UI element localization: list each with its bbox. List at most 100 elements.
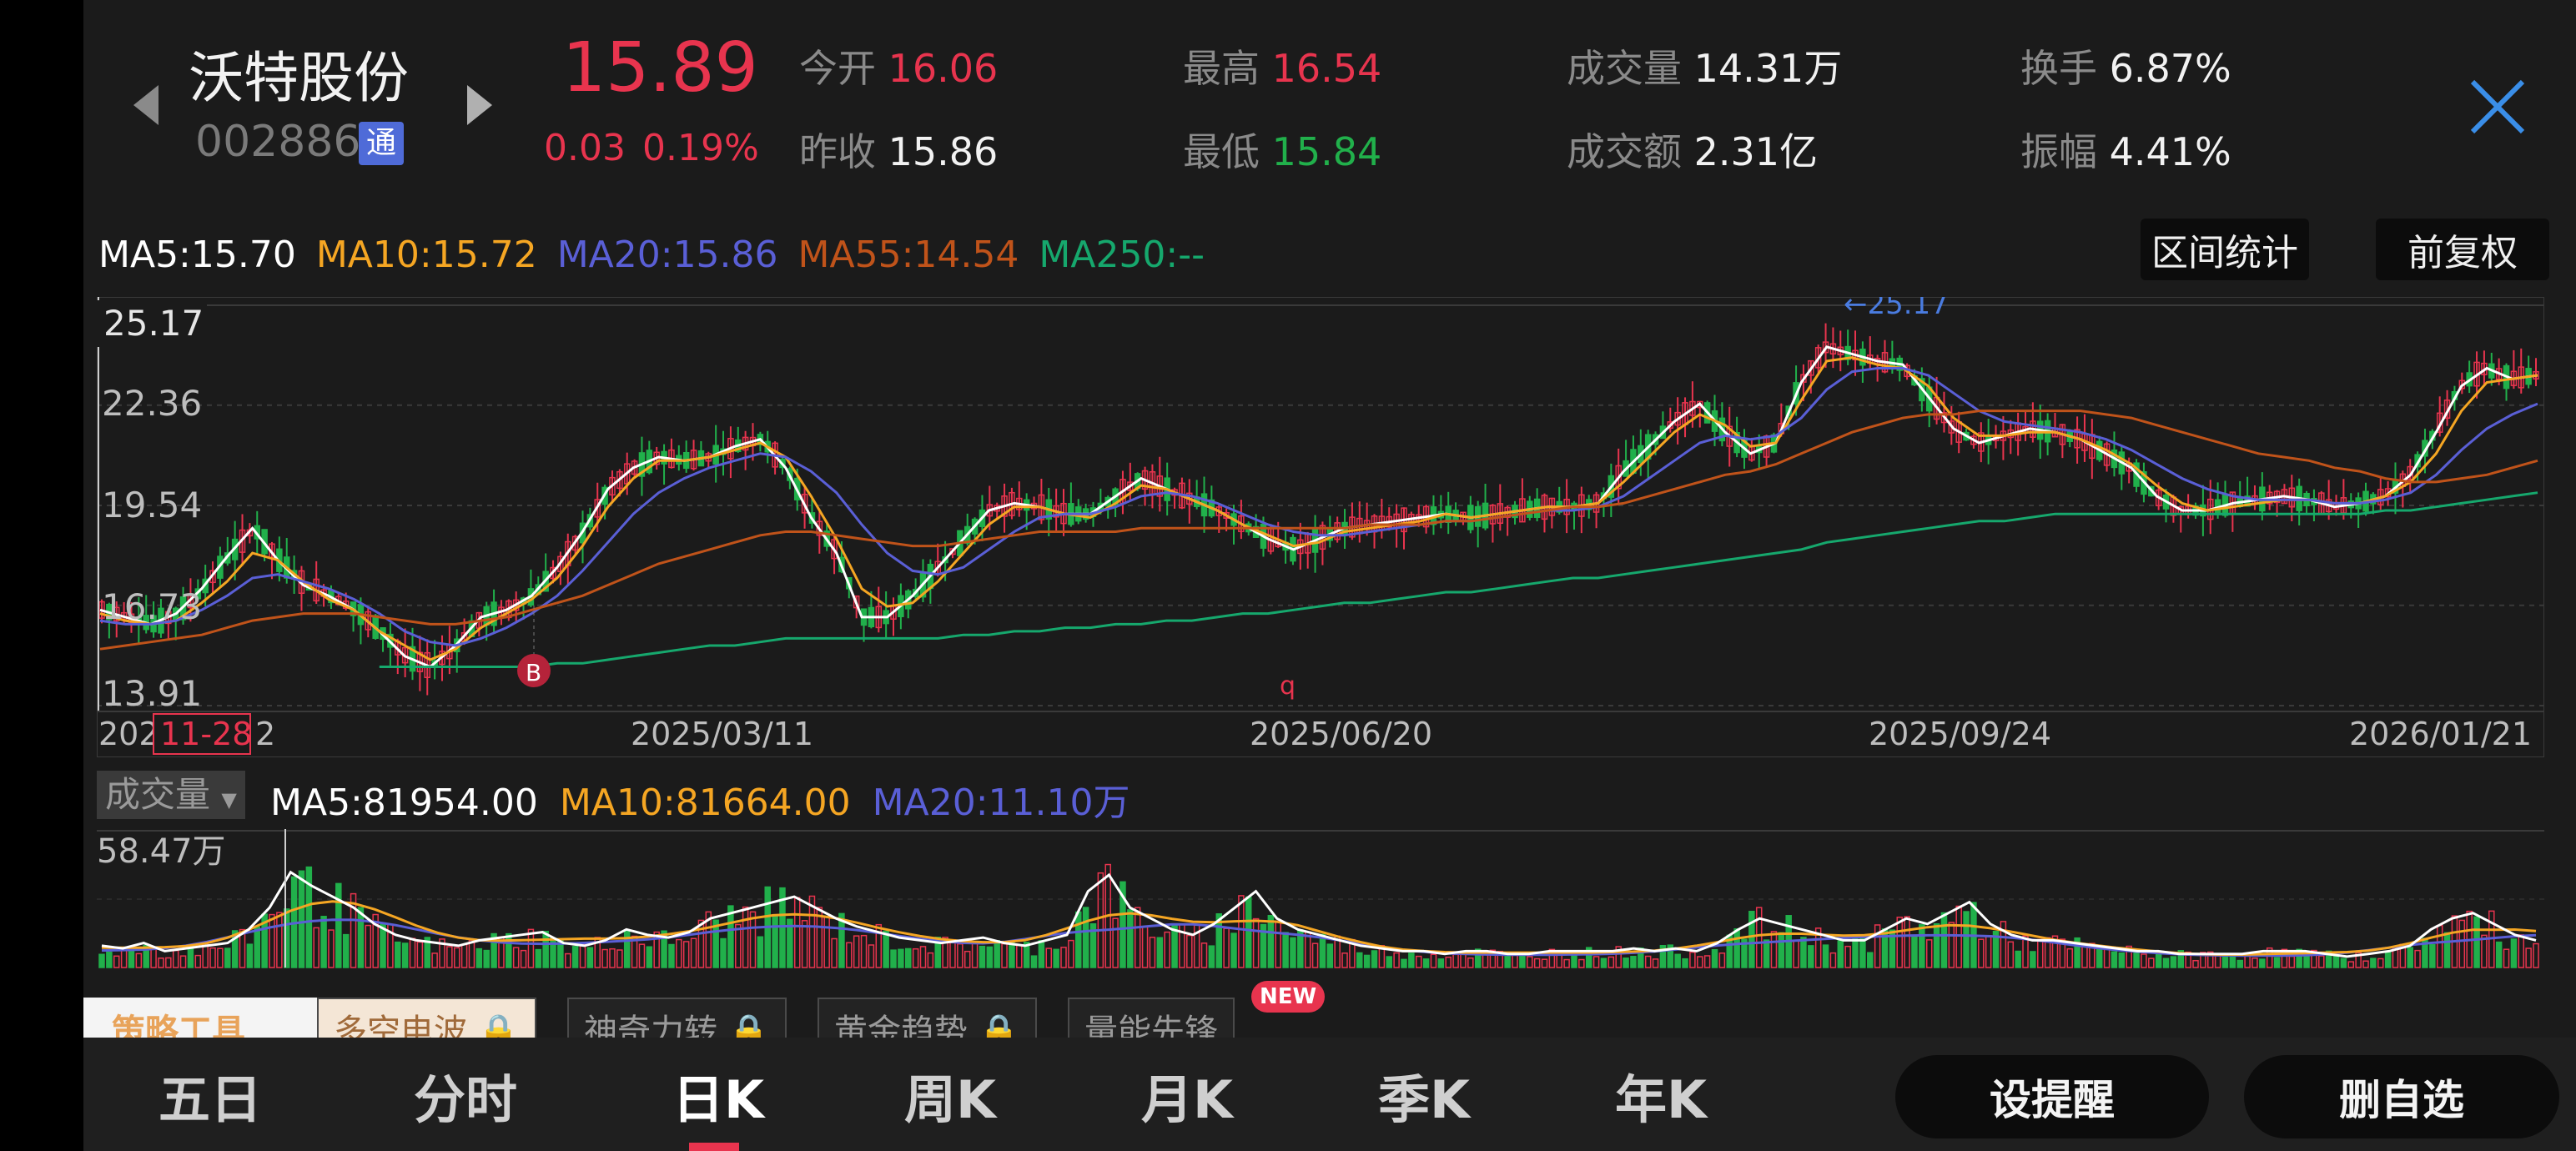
y-tick-4: 13.91 (102, 673, 202, 714)
ma-line-ma250 (379, 491, 2538, 668)
volume-bar (246, 943, 254, 968)
volume-bar (1563, 958, 1570, 968)
ma-legend: MA5:15.70 MA10:15.72 MA20:15.86 MA55:14.… (98, 234, 1205, 276)
strategy-tab-3[interactable]: 黄金趋势 🔒 (818, 998, 1037, 1043)
amplitude-stat: 振幅 4.41% (2020, 122, 2231, 177)
volume-bar (1985, 935, 1992, 968)
tab-weekly-k[interactable]: 周K (904, 1069, 997, 1130)
volume-bar (298, 870, 305, 968)
volume-bar (1992, 931, 2000, 968)
turnover-stat: 换手 6.87% (2020, 38, 2231, 93)
volume-bar (1615, 946, 1622, 968)
volume-ma-legend: MA5:81954.00 MA10:81664.00 MA20:11.10万 (270, 772, 1130, 826)
strategy-tab-4[interactable]: 量能先锋 (1068, 998, 1235, 1043)
volume-bar (224, 947, 231, 968)
y-tick-2: 19.54 (102, 485, 202, 525)
volume-bar (2436, 924, 2443, 968)
volume-bar (1430, 953, 1437, 968)
amount-value: 2.31亿 (1693, 129, 1819, 174)
volume-bar (187, 947, 194, 968)
ma10-legend: MA10:15.72 (315, 234, 537, 276)
volume-bar (2141, 953, 2147, 968)
volume-bar (143, 944, 149, 968)
amplitude-label: 振幅 (2020, 129, 2097, 174)
volume-bar (395, 941, 401, 968)
vol-ma5-legend: MA5:81954.00 (270, 782, 538, 824)
volume-indicator-select[interactable]: 成交量 ▼ (97, 771, 245, 819)
set-alert-button[interactable]: 设提醒 (1895, 1055, 2209, 1138)
volume-bar (1859, 937, 1866, 968)
tab-quarterly-k[interactable]: 季K (1378, 1069, 1471, 1130)
volume-bar (460, 943, 468, 968)
volume-bar (231, 930, 239, 968)
candle-body (816, 520, 823, 536)
volume-bar (1644, 955, 1652, 968)
volume-bar (1867, 952, 1874, 968)
volume-bar (1474, 948, 1482, 968)
volume-bar (1119, 881, 1126, 968)
adjust-button[interactable]: 前复权 (2376, 219, 2549, 280)
volume-bar (1659, 945, 1667, 968)
volume-bar (2266, 947, 2273, 968)
kline-chart[interactable]: 25.17 22.36 19.54 16.73 13.91 ←25.17 B q… (97, 297, 2544, 757)
volume-bar (165, 957, 172, 968)
tab-five-day[interactable]: 五日 (158, 1069, 263, 1130)
connect-badge: 通 (359, 122, 404, 165)
volume-bar (2273, 957, 2281, 968)
close-icon[interactable] (2468, 77, 2528, 137)
volume-bar (1053, 948, 1059, 968)
volume-bar (957, 942, 963, 968)
buy-marker[interactable] (517, 654, 551, 687)
volume-bar (2066, 947, 2073, 968)
volume-bar (2185, 951, 2191, 968)
volume-bar (372, 913, 379, 968)
y-tick-3: 16.73 (102, 586, 202, 627)
volume-bar (1112, 917, 1119, 968)
volume-bar (2207, 951, 2214, 968)
volume-bar (1060, 947, 1067, 968)
volume-bar (1068, 939, 1074, 968)
volume-bar (1200, 942, 1208, 968)
y-tick-0: 25.17 (103, 303, 204, 344)
volume-bar (1467, 957, 1474, 968)
volume-bar (350, 892, 357, 968)
strategy-tab-1[interactable]: 多空电波 🔒 (317, 998, 536, 1043)
volume-bar (1356, 952, 1363, 968)
next-stock-arrow-icon[interactable] (467, 85, 492, 125)
volume-bar (2362, 960, 2369, 968)
volume-bar (172, 949, 179, 968)
strategy-tab-2[interactable]: 神奇力转 🔒 (567, 998, 787, 1043)
volume-bar (749, 911, 757, 968)
remove-watchlist-button[interactable]: 删自选 (2244, 1055, 2559, 1138)
volume-bar (853, 935, 860, 968)
price-change: 0.03 (544, 127, 626, 169)
volume-bar (2296, 948, 2302, 968)
volume-bar (401, 942, 409, 968)
volume-bar (601, 948, 608, 968)
volume-bar (1030, 955, 1038, 968)
volume-bar (1141, 926, 1149, 968)
volume-bar (742, 906, 749, 968)
candle-body (1808, 359, 1814, 376)
volume-bar (1800, 937, 1807, 968)
volume-bar (2481, 934, 2488, 968)
volume-bar (860, 934, 868, 968)
range-stats-button[interactable]: 区间统计 (2141, 219, 2309, 280)
low-stat: 最低 15.84 (1183, 122, 1381, 177)
tab-daily-k[interactable]: 日K (672, 1069, 765, 1130)
volume-bar (1282, 932, 1289, 968)
volume-bar (579, 943, 586, 968)
tab-monthly-k[interactable]: 月K (1141, 1069, 1234, 1130)
volume-bar (2473, 916, 2480, 968)
tab-yearly-k[interactable]: 年K (1615, 1069, 1708, 1130)
volume-bar (1097, 872, 1104, 968)
volume-bar (1822, 944, 1829, 968)
volume-chart[interactable]: 58.47万 (97, 829, 2544, 969)
volume-bar (1829, 952, 1837, 968)
volume-bar (239, 928, 246, 968)
volume-bar (631, 935, 638, 968)
tab-intraday[interactable]: 分时 (414, 1069, 518, 1130)
volume-bar (1252, 917, 1260, 968)
prev-stock-arrow-icon[interactable] (133, 85, 158, 125)
volume-bar (646, 946, 653, 968)
